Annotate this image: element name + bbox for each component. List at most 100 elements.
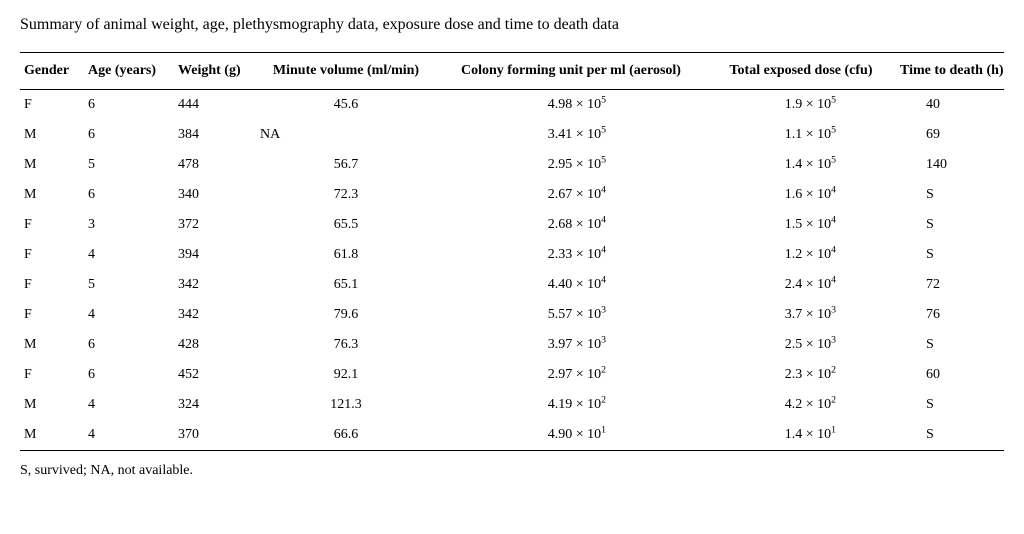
cell-age: 4 (84, 240, 174, 270)
cell-weight: 384 (174, 120, 256, 150)
cell-minute-volume: 45.6 (256, 90, 436, 121)
cell-age: 6 (84, 120, 174, 150)
cell-weight: 324 (174, 390, 256, 420)
cell-dose: 3.7 × 103 (706, 300, 896, 330)
cell-dose: 1.5 × 104 (706, 210, 896, 240)
cell-cfu: 3.97 × 103 (436, 330, 706, 360)
cell-time-to-death: S (896, 240, 1004, 270)
cell-weight: 478 (174, 150, 256, 180)
cell-gender: F (20, 90, 84, 121)
col-header-ttd: Time to death (h) (896, 53, 1004, 90)
cell-time-to-death: 76 (896, 300, 1004, 330)
cell-time-to-death: 40 (896, 90, 1004, 121)
col-header-mv: Minute volume (ml/min) (256, 53, 436, 90)
cell-age: 5 (84, 150, 174, 180)
cell-time-to-death: 60 (896, 360, 1004, 390)
cell-minute-volume: 121.3 (256, 390, 436, 420)
table-head: Gender Age (years) Weight (g) Minute vol… (20, 53, 1004, 90)
cell-minute-volume: 61.8 (256, 240, 436, 270)
table-row: F644445.64.98 × 1051.9 × 10540 (20, 90, 1004, 121)
table-row: M634072.32.67 × 1041.6 × 104S (20, 180, 1004, 210)
cell-minute-volume: 76.3 (256, 330, 436, 360)
footnote: S, survived; NA, not available. (20, 463, 1004, 479)
cell-cfu: 2.95 × 105 (436, 150, 706, 180)
col-header-age: Age (years) (84, 53, 174, 90)
cell-cfu: 4.40 × 104 (436, 270, 706, 300)
cell-gender: F (20, 270, 84, 300)
table-row: M4324121.34.19 × 1024.2 × 102S (20, 390, 1004, 420)
cell-gender: M (20, 420, 84, 450)
data-table: Gender Age (years) Weight (g) Minute vol… (20, 53, 1004, 450)
cell-time-to-death: S (896, 180, 1004, 210)
cell-time-to-death: S (896, 390, 1004, 420)
cell-minute-volume: NA (256, 120, 436, 150)
cell-cfu: 2.97 × 102 (436, 360, 706, 390)
table-row: M437066.64.90 × 1011.4 × 101S (20, 420, 1004, 450)
cell-minute-volume: 56.7 (256, 150, 436, 180)
cell-dose: 1.4 × 101 (706, 420, 896, 450)
table-row: F439461.82.33 × 1041.2 × 104S (20, 240, 1004, 270)
cell-cfu: 2.33 × 104 (436, 240, 706, 270)
cell-cfu: 5.57 × 103 (436, 300, 706, 330)
cell-age: 3 (84, 210, 174, 240)
cell-age: 6 (84, 90, 174, 121)
table-row: F434279.65.57 × 1033.7 × 10376 (20, 300, 1004, 330)
col-header-gender: Gender (20, 53, 84, 90)
cell-cfu: 3.41 × 105 (436, 120, 706, 150)
cell-age: 4 (84, 300, 174, 330)
cell-minute-volume: 79.6 (256, 300, 436, 330)
cell-dose: 2.4 × 104 (706, 270, 896, 300)
cell-minute-volume: 65.5 (256, 210, 436, 240)
table-row: M547856.72.95 × 1051.4 × 105140 (20, 150, 1004, 180)
cell-dose: 1.2 × 104 (706, 240, 896, 270)
cell-dose: 4.2 × 102 (706, 390, 896, 420)
cell-weight: 428 (174, 330, 256, 360)
cell-time-to-death: S (896, 420, 1004, 450)
cell-time-to-death: 140 (896, 150, 1004, 180)
cell-minute-volume: 72.3 (256, 180, 436, 210)
cell-weight: 340 (174, 180, 256, 210)
table-title: Summary of animal weight, age, plethysmo… (20, 16, 1004, 34)
col-header-weight: Weight (g) (174, 53, 256, 90)
cell-weight: 452 (174, 360, 256, 390)
cell-age: 6 (84, 330, 174, 360)
cell-weight: 342 (174, 270, 256, 300)
cell-time-to-death: 72 (896, 270, 1004, 300)
cell-gender: M (20, 150, 84, 180)
cell-weight: 372 (174, 210, 256, 240)
cell-gender: F (20, 210, 84, 240)
cell-time-to-death: 69 (896, 120, 1004, 150)
cell-gender: F (20, 240, 84, 270)
cell-age: 4 (84, 420, 174, 450)
cell-gender: F (20, 360, 84, 390)
cell-minute-volume: 92.1 (256, 360, 436, 390)
cell-age: 6 (84, 180, 174, 210)
cell-gender: M (20, 180, 84, 210)
cell-dose: 1.4 × 105 (706, 150, 896, 180)
cell-dose: 1.1 × 105 (706, 120, 896, 150)
table-row: M642876.33.97 × 1032.5 × 103S (20, 330, 1004, 360)
cell-cfu: 4.90 × 101 (436, 420, 706, 450)
cell-weight: 444 (174, 90, 256, 121)
table-row: F534265.14.40 × 1042.4 × 10472 (20, 270, 1004, 300)
cell-gender: M (20, 330, 84, 360)
cell-dose: 1.6 × 104 (706, 180, 896, 210)
table-row: F645292.12.97 × 1022.3 × 10260 (20, 360, 1004, 390)
cell-weight: 370 (174, 420, 256, 450)
bottom-rule (20, 450, 1004, 451)
cell-dose: 2.3 × 102 (706, 360, 896, 390)
cell-gender: M (20, 390, 84, 420)
table-row: F337265.52.68 × 1041.5 × 104S (20, 210, 1004, 240)
cell-cfu: 4.19 × 102 (436, 390, 706, 420)
cell-age: 6 (84, 360, 174, 390)
cell-dose: 1.9 × 105 (706, 90, 896, 121)
cell-cfu: 2.68 × 104 (436, 210, 706, 240)
cell-minute-volume: 65.1 (256, 270, 436, 300)
cell-weight: 342 (174, 300, 256, 330)
cell-weight: 394 (174, 240, 256, 270)
col-header-dose: Total exposed dose (cfu) (706, 53, 896, 90)
cell-gender: F (20, 300, 84, 330)
cell-cfu: 2.67 × 104 (436, 180, 706, 210)
table-row: M6384NA3.41 × 1051.1 × 10569 (20, 120, 1004, 150)
cell-time-to-death: S (896, 330, 1004, 360)
